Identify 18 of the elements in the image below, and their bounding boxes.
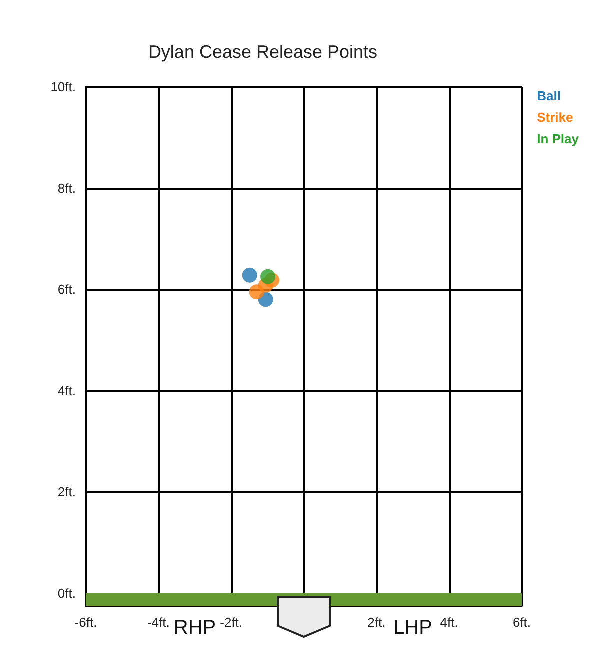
y-tick-label: 2ft. — [58, 484, 76, 500]
text: Ball — [537, 88, 561, 104]
y-tick-label: 8ft. — [58, 180, 76, 196]
x-tick-label: 4ft. — [440, 615, 458, 630]
x-tick-label: -4ft. — [147, 615, 170, 630]
chart-title: Dylan Cease Release Points — [148, 42, 378, 62]
x-tick-label: 2ft. — [368, 615, 386, 630]
text: LHP — [394, 617, 432, 639]
y-tick-label: 4ft. — [58, 383, 76, 398]
text: In Play — [537, 132, 580, 146]
y-tick-label: 6ft. — [58, 282, 76, 298]
y-tick-label: 10ft. — [50, 80, 76, 94]
text: Strike — [537, 110, 574, 125]
x-tick-label: -2ft. — [220, 615, 243, 630]
text: RHP — [174, 617, 216, 639]
x-tick-label: -6ft. — [74, 615, 98, 630]
x-tick-label: 6ft. — [512, 615, 532, 630]
y-tick-label: 0ft. — [58, 586, 76, 601]
